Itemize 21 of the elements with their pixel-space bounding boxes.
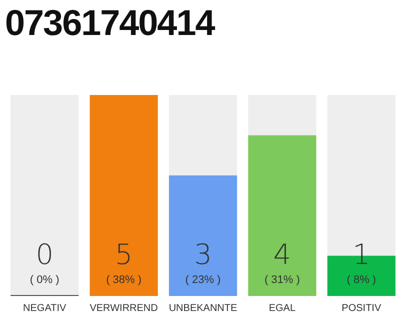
x-tick-label: EGAL (268, 302, 296, 314)
data-label: 3 (194, 238, 212, 271)
bar (90, 95, 158, 296)
bar (10, 95, 79, 295)
annotation: ( 8% ) (346, 274, 376, 286)
data-label: 4 (273, 238, 292, 271)
annotation: ( 38% ) (106, 274, 142, 286)
data-label: 5 (114, 238, 133, 271)
bar (168, 95, 238, 176)
annotation: ( 31% ) (264, 274, 300, 286)
bar (168, 175, 238, 296)
x-tick-label: POSITIV (342, 302, 382, 314)
x-tick-label: UNBEKANNTE (168, 302, 238, 314)
chart-title: 07361740414 (5, 2, 214, 44)
annotation: ( 23% ) (185, 274, 221, 286)
bar (248, 95, 316, 136)
annotation: ( 0% ) (30, 274, 60, 286)
data-label: 0 (36, 238, 54, 271)
bar (248, 135, 316, 296)
x-tick-label: VERWIRREND (90, 302, 158, 314)
x-tick-label: NEGATIV (23, 302, 67, 314)
